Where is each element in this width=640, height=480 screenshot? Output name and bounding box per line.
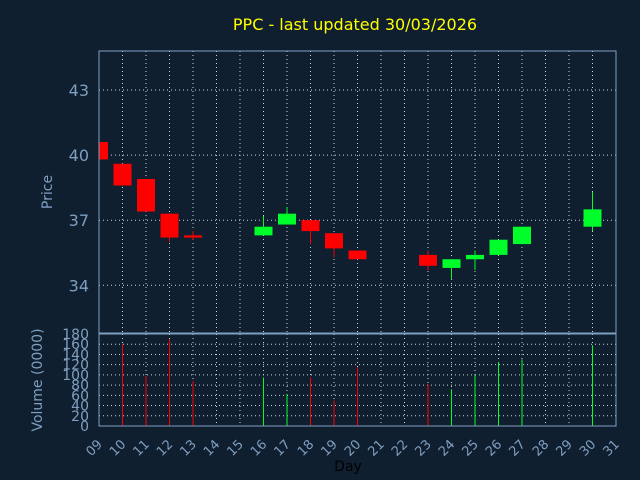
day-tick-label: 09 — [84, 437, 106, 459]
candle — [442, 259, 461, 279]
candle — [278, 207, 296, 225]
day-tick-label: 26 — [483, 437, 505, 459]
day-tick-label: 30 — [577, 437, 599, 459]
day-tick-label: 21 — [366, 437, 388, 459]
candle — [113, 163, 132, 186]
candle-body — [278, 213, 296, 225]
candle — [583, 192, 602, 232]
day-tick-label: 11 — [131, 437, 153, 459]
price-tick-label: 37 — [69, 211, 89, 230]
candle-body — [348, 250, 367, 260]
day-tick-label: 17 — [272, 437, 294, 459]
day-tick-label: 13 — [178, 437, 200, 459]
day-tick-label: 19 — [319, 437, 341, 459]
day-tick-label: 12 — [154, 437, 176, 459]
volume-tick-label: 40 — [71, 399, 89, 415]
candle — [466, 250, 484, 271]
volume-tick-label: 160 — [62, 337, 89, 353]
candle-body — [301, 220, 320, 232]
day-tick-label: 31 — [601, 437, 623, 459]
day-tick-label: 16 — [248, 437, 270, 459]
candle — [184, 231, 202, 240]
volume-tick-label: 180 — [62, 327, 89, 343]
candle-body — [184, 235, 202, 238]
candle-body — [489, 239, 508, 255]
candle — [489, 239, 508, 255]
volume-tick-label: 120 — [62, 358, 89, 374]
candle — [98, 142, 108, 160]
day-tick-label: 10 — [107, 437, 129, 459]
day-tick-label: 25 — [460, 437, 482, 459]
volume-axis-label: Volume (0000) — [30, 328, 46, 431]
price-tick-label: 34 — [69, 276, 89, 295]
price-panel: 34 37 40 43 — [69, 50, 617, 334]
day-axis-label: Day — [334, 459, 362, 475]
candle-body — [442, 259, 461, 268]
candle-body — [325, 233, 343, 249]
candle-body — [254, 226, 273, 236]
day-tick-label: 28 — [530, 437, 552, 459]
day-tick-label: 15 — [225, 437, 247, 459]
candle-body — [99, 142, 108, 160]
day-tick-label: 29 — [554, 437, 576, 459]
day-tick-label: 18 — [295, 437, 317, 459]
day-tick-label: 20 — [342, 437, 364, 459]
candle-body — [137, 178, 155, 212]
price-tick-label: 43 — [69, 81, 89, 100]
candle-body — [583, 209, 602, 227]
candle-body — [419, 254, 437, 266]
candle — [137, 178, 155, 212]
candle — [254, 215, 273, 236]
day-tick-label: 24 — [436, 437, 458, 459]
candle — [160, 213, 179, 242]
chart-title: PPC - last updated 30/03/2026 — [233, 15, 477, 34]
volume-tick-label: 0 — [80, 419, 89, 435]
candle-body — [113, 163, 132, 186]
candle-body — [466, 254, 484, 260]
day-tick-label: 14 — [201, 437, 223, 459]
day-tick-label: 22 — [389, 437, 411, 459]
volume-tick-label: 20 — [71, 409, 89, 425]
volume-tick-label: 80 — [71, 378, 89, 394]
candle — [513, 226, 531, 245]
candle-body — [513, 226, 531, 245]
candle — [419, 250, 437, 271]
price-panel-frame — [98, 50, 617, 334]
day-tick-label: 23 — [413, 437, 435, 459]
price-tick-label: 40 — [69, 146, 89, 165]
volume-panel-frame — [98, 333, 617, 427]
volume-tick-label: 140 — [62, 347, 89, 363]
candle-body — [160, 213, 179, 238]
candle — [325, 233, 343, 258]
volume-tick-label: 60 — [71, 388, 89, 404]
candle — [348, 250, 367, 260]
candle — [301, 220, 320, 245]
price-axis-label: Price — [40, 175, 56, 209]
day-tick-label: 27 — [507, 437, 529, 459]
volume-tick-label: 100 — [62, 368, 89, 384]
